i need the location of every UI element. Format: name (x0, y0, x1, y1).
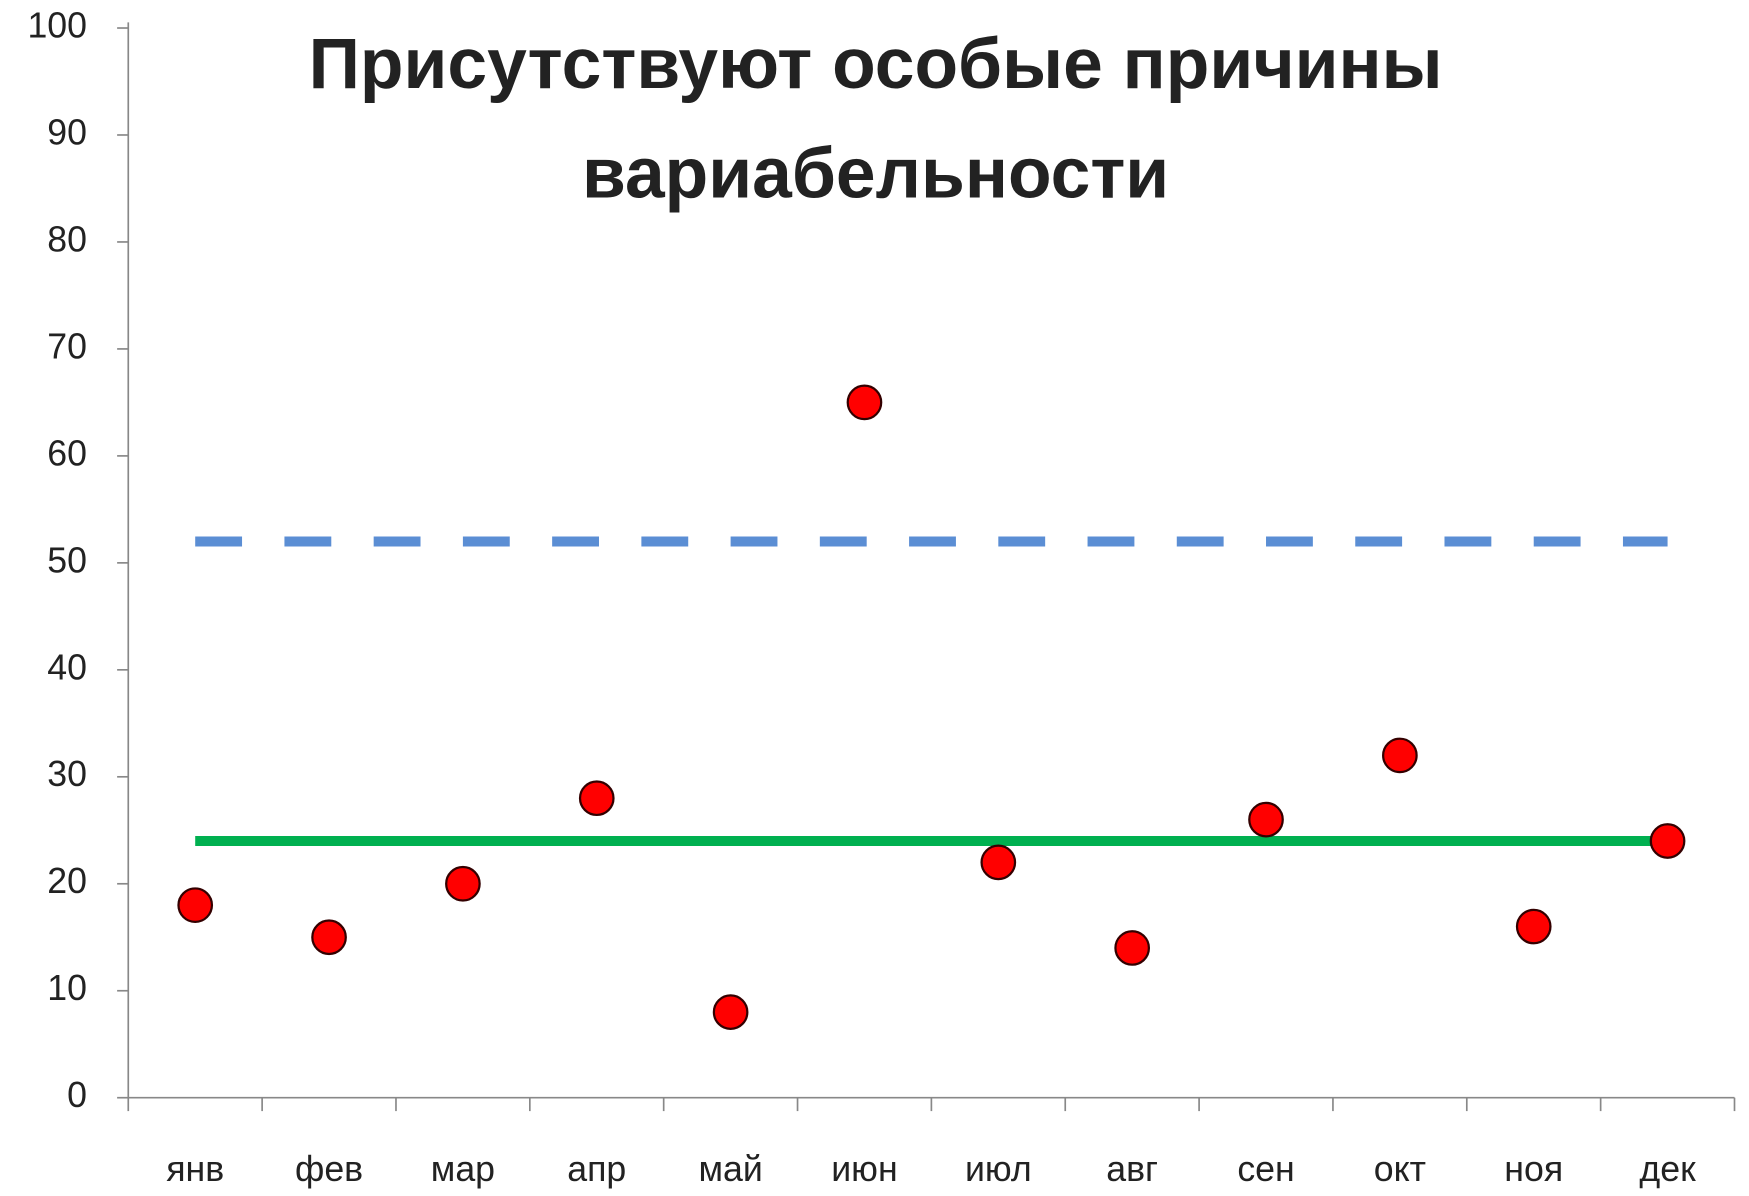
data-point (1649, 823, 1686, 859)
x-tick-label: сен (1237, 1149, 1294, 1189)
y-tick-label: 40 (47, 647, 87, 687)
y-tick-label: 10 (47, 968, 87, 1008)
x-tick-label: июл (965, 1149, 1032, 1189)
y-tick-label: 60 (47, 433, 87, 473)
x-tick-label: дек (1639, 1149, 1696, 1189)
data-point (846, 384, 883, 421)
x-tick-label: окт (1374, 1149, 1426, 1189)
x-tick-label: ноя (1504, 1149, 1563, 1189)
data-point (445, 865, 481, 902)
data-point (1248, 801, 1284, 838)
x-tick-label: июн (831, 1149, 897, 1189)
x-tick-label: май (698, 1149, 762, 1189)
y-tick-label: 20 (47, 861, 87, 901)
data-point (1515, 908, 1552, 945)
y-tick-label: 100 (27, 5, 87, 45)
x-tick-label: апр (567, 1149, 626, 1189)
data-point (980, 844, 1017, 881)
x-tick-label: янв (166, 1149, 224, 1189)
data-point (311, 919, 347, 956)
y-tick-label: 0 (67, 1075, 87, 1115)
x-tick-label: мар (431, 1149, 495, 1189)
data-point (177, 887, 214, 924)
y-tick-label: 90 (47, 112, 87, 152)
y-tick-label: 30 (47, 754, 87, 794)
data-point (1382, 737, 1418, 774)
x-tick-label: авг (1106, 1149, 1158, 1189)
chart-title: Присутствуют особые причины (309, 24, 1443, 104)
y-tick-label: 70 (47, 326, 87, 366)
x-tick-label: фев (295, 1149, 363, 1189)
data-point (578, 780, 615, 817)
data-point (712, 994, 749, 1030)
y-tick-label: 80 (47, 219, 87, 259)
chart-title: вариабельности (582, 133, 1169, 213)
y-tick-label: 50 (47, 540, 87, 580)
data-point (1114, 930, 1151, 966)
